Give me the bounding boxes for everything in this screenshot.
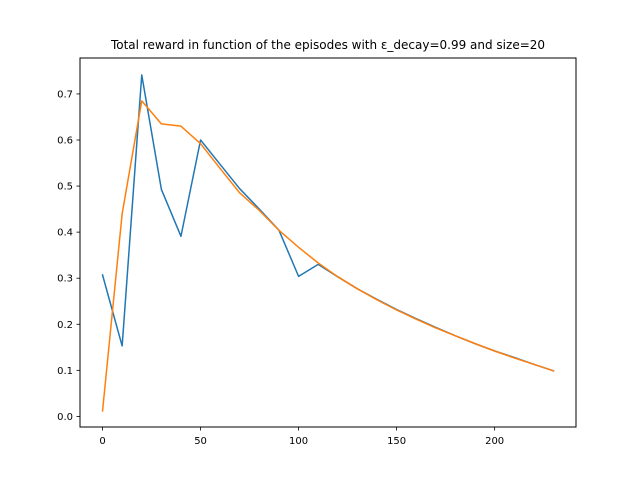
y-tick-label: 0.7 bbox=[57, 89, 73, 100]
y-tick-label: 0.2 bbox=[57, 320, 73, 331]
y-tick-label: 0.0 bbox=[57, 412, 73, 423]
x-tick-label: 100 bbox=[289, 436, 308, 447]
y-tick-label: 0.6 bbox=[57, 136, 73, 147]
x-tick-label: 150 bbox=[387, 436, 406, 447]
y-tick-label: 0.5 bbox=[57, 182, 73, 193]
series-line-2 bbox=[101, 100, 555, 412]
y-axis: 0.0 0.1 0.2 0.3 0.4 0.5 0.6 0.7 bbox=[57, 89, 80, 423]
x-tick-label: 0 bbox=[99, 436, 105, 447]
series-layer bbox=[101, 74, 555, 412]
y-tick-label: 0.1 bbox=[57, 366, 73, 377]
x-tick-label: 50 bbox=[194, 436, 207, 447]
chart-title: Total reward in function of the episodes… bbox=[110, 38, 545, 52]
y-tick-label: 0.4 bbox=[57, 228, 73, 239]
y-tick-label: 0.3 bbox=[57, 274, 73, 285]
plot-frame bbox=[79, 57, 577, 428]
x-tick-label: 200 bbox=[485, 436, 504, 447]
x-axis: 0 50 100 150 200 bbox=[99, 427, 504, 447]
